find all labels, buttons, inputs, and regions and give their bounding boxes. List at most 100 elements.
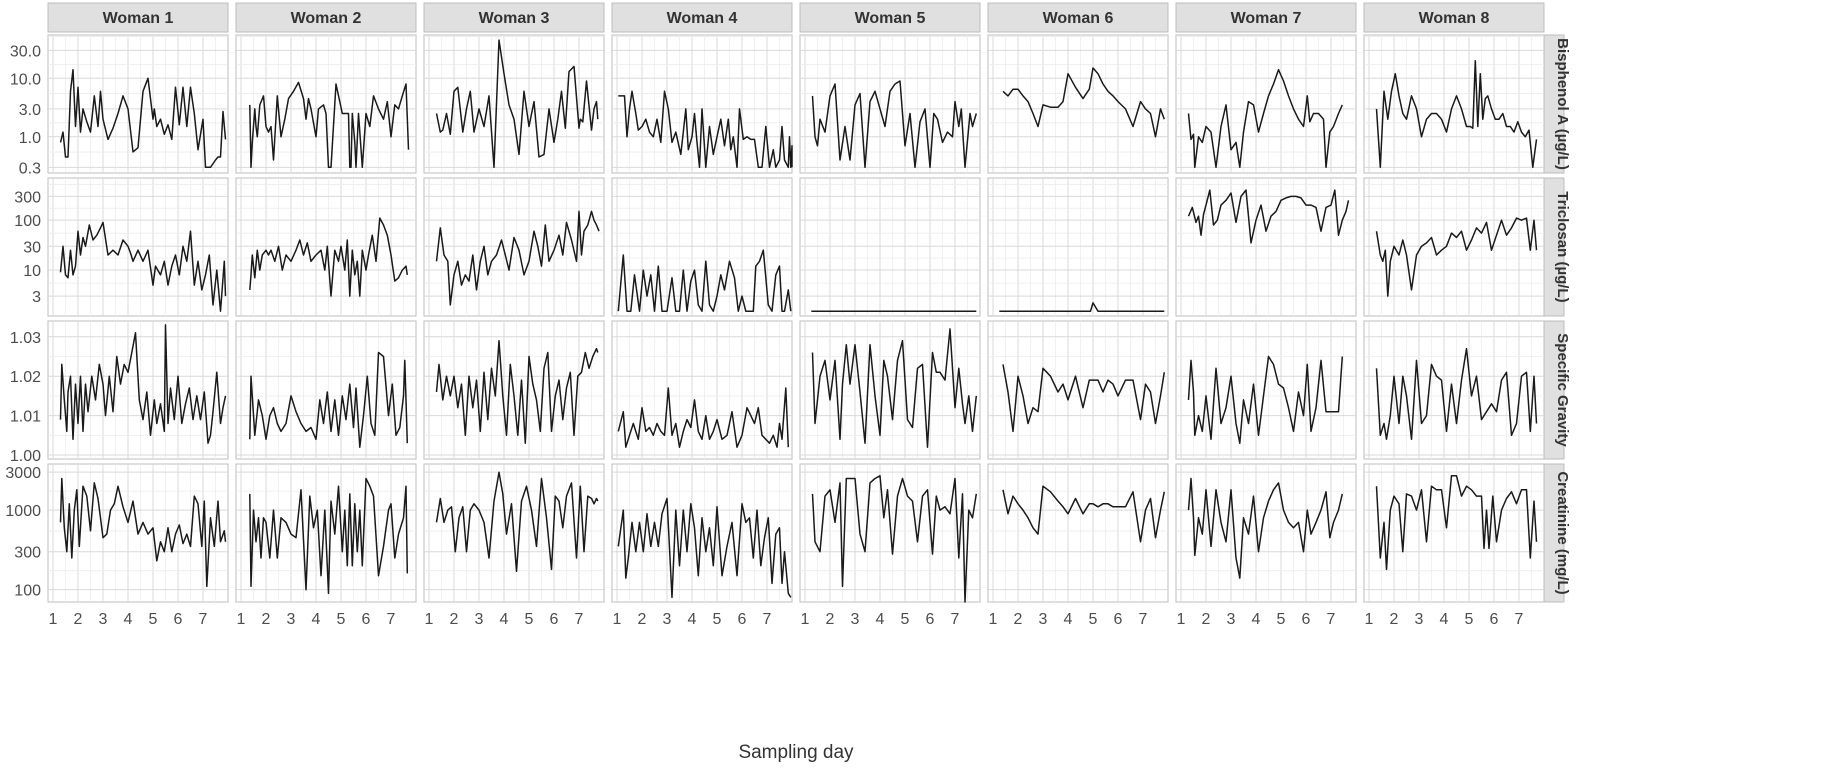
panel-specific-gravity-woman-1 [47,320,229,460]
series-line-woman-5 [811,80,978,169]
x-tick-label: 7 [199,611,208,628]
x-tick-label: 6 [174,611,183,628]
x-tick-label: 1 [237,611,246,628]
column-strip-woman-6: Woman 6 [987,2,1169,33]
x-tick-label: 6 [550,611,559,628]
column-strip-woman-5: Woman 5 [799,2,981,33]
panel-specific-gravity-woman-4 [611,320,793,460]
series-line-woman-3 [435,210,600,306]
series-line-woman-5 [811,328,978,448]
panel-background [1363,177,1545,317]
series-line-woman-8 [1375,347,1538,441]
column-strip-bg [235,2,417,33]
row-strip-label: Bisphenol A (µg/L) [1554,38,1571,170]
panel-triclosan-g-l-woman-5 [799,177,981,317]
x-tick-label: 1 [801,611,810,628]
x-tick-label: 6 [1114,611,1123,628]
panel-triclosan-g-l-woman-7 [1175,177,1357,317]
y-tick-label: 1.01 [10,409,41,426]
column-strip-label: Woman 6 [1043,10,1114,27]
series-line-woman-4 [617,249,792,312]
row-strip-label: Creatinine (mg/L) [1554,471,1571,594]
y-tick-label: 300 [14,189,41,206]
column-strips: Woman 1 Woman 2 Woman 3 Woman 4 Woman 5 Woman… [47,2,1545,33]
x-tick-label: 2 [826,611,835,628]
x-tick-label: 2 [1014,611,1023,628]
x-tick-label: 4 [1252,611,1261,628]
series-line-woman-4 [617,497,792,599]
x-tick-label: 5 [901,611,910,628]
x-tick-label: 7 [763,611,772,628]
panel-creatinine-mg-l-woman-5 [799,463,981,603]
panel-grid [47,34,1545,603]
column-strip-woman-3: Woman 3 [423,2,605,33]
x-tick-label: 1 [1365,611,1374,628]
x-tick-label: 7 [951,611,960,628]
x-tick-label: 5 [1465,611,1474,628]
x-tick-label: 3 [663,611,672,628]
x-tick-label: 2 [74,611,83,628]
panel-specific-gravity-woman-8 [1363,320,1545,460]
series-line-woman-4 [617,387,790,448]
row-strip-creatinine-mg-l: Creatinine (mg/L) [1541,463,1571,603]
panel-bisphenol-a-g-l-woman-6 [987,34,1169,174]
column-strip-bg [47,2,229,33]
panel-background [799,320,981,460]
series-line-woman-7 [1187,355,1344,444]
x-tick-label: 5 [337,611,346,628]
x-tick-label: 1 [49,611,58,628]
panel-background [799,177,981,317]
panel-background [1363,463,1545,603]
series-line-woman-6 [1002,364,1166,433]
series-line-woman-5 [811,475,978,603]
y-tick-label: 100 [14,213,41,230]
row-strip-label: Triclosan (µg/L) [1554,191,1571,302]
column-strip-woman-4: Woman 4 [611,2,793,33]
x-tick-label: 4 [1064,611,1073,628]
column-strip-woman-1: Woman 1 [47,2,229,33]
y-axis-ticks: 0.3 1.0 3.0 10.0 30.0 3 10 30 100 300 1.00 1.01 1.02… [5,43,41,599]
series-line-woman-2 [249,81,410,169]
series-line-woman-6 [1002,67,1166,138]
row-strip-triclosan-g-l: Triclosan (µg/L) [1541,177,1571,317]
y-tick-label: 100 [14,583,41,600]
panel-bisphenol-a-g-l-woman-3 [423,34,605,174]
series-line-woman-2 [249,217,409,297]
panel-bisphenol-a-g-l-woman-7 [1175,34,1357,174]
panel-creatinine-mg-l-woman-6 [987,463,1169,603]
x-tick-label: 7 [575,611,584,628]
column-strip-label: Woman 3 [479,10,550,27]
series-line-woman-8 [1375,475,1538,571]
column-strip-label: Woman 4 [667,10,738,27]
x-tick-label: 6 [1302,611,1311,628]
panel-background [799,463,981,603]
panel-specific-gravity-woman-7 [1175,320,1357,460]
y-tick-label: 10 [23,263,41,280]
column-strip-bg [987,2,1169,33]
x-tick-label: 4 [1440,611,1449,628]
panel-background [987,177,1169,317]
x-tick-label: 7 [1515,611,1524,628]
y-tick-label: 1.03 [10,330,41,347]
x-tick-label: 4 [500,611,509,628]
panel-triclosan-g-l-woman-3 [423,177,605,317]
series-line-woman-1 [59,477,227,588]
x-tick-label: 3 [851,611,860,628]
x-tick-label: 3 [1039,611,1048,628]
x-tick-label: 5 [1089,611,1098,628]
panel-bisphenol-a-g-l-woman-5 [799,34,981,174]
panel-creatinine-mg-l-woman-7 [1175,463,1357,603]
x-tick-label: 1 [989,611,998,628]
x-tick-label: 5 [149,611,158,628]
series-line-woman-7 [1187,189,1350,244]
x-tick-label: 1 [613,611,622,628]
x-tick-label: 2 [450,611,459,628]
y-tick-label: 10.0 [10,71,41,88]
panel-creatinine-mg-l-woman-4 [611,463,793,603]
x-tick-label: 7 [1327,611,1336,628]
panel-triclosan-g-l-woman-8 [1363,177,1545,317]
x-tick-label: 5 [525,611,534,628]
series-line-woman-7 [1187,68,1343,169]
